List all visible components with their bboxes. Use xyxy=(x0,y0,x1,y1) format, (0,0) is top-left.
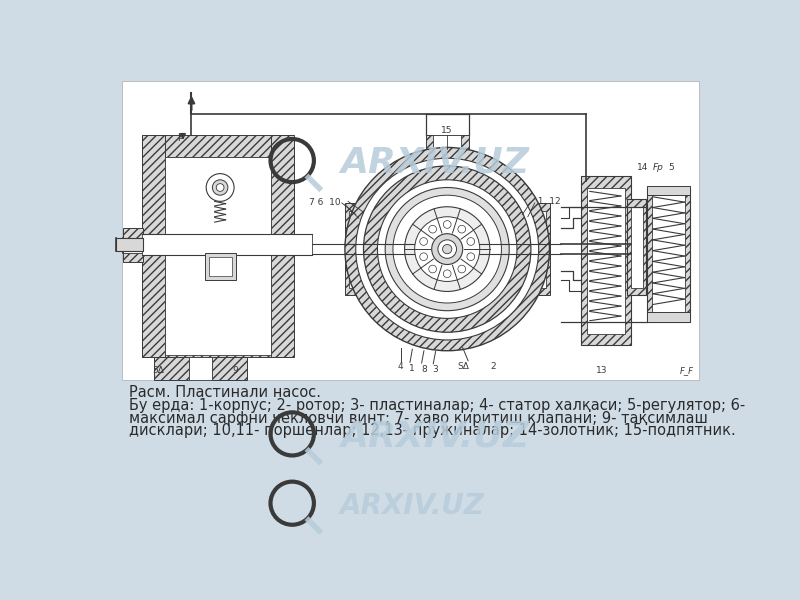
Text: 1: 1 xyxy=(410,364,415,373)
Text: 14: 14 xyxy=(637,163,648,172)
Bar xyxy=(123,229,142,238)
Text: 3: 3 xyxy=(433,365,438,374)
Circle shape xyxy=(420,253,427,260)
Text: SΔ: SΔ xyxy=(458,362,470,371)
Bar xyxy=(434,135,461,160)
Bar xyxy=(142,135,293,157)
Circle shape xyxy=(414,217,480,281)
Bar xyxy=(205,253,236,280)
Circle shape xyxy=(345,148,550,351)
Bar xyxy=(142,334,293,357)
Text: 13: 13 xyxy=(596,366,607,375)
Text: максимал сарфни чекловчи винт; 7- хаво киритиш клапани; 9- тақсимлаш: максимал сарфни чекловчи винт; 7- хаво к… xyxy=(130,411,708,426)
Circle shape xyxy=(467,253,474,260)
Text: ARXIV.UZ: ARXIV.UZ xyxy=(340,146,530,180)
Text: ARXIV.UZ: ARXIV.UZ xyxy=(340,491,485,520)
Bar xyxy=(627,199,646,295)
Bar xyxy=(349,211,368,287)
Text: дисклари; 10,11- поршенлар; 12,13- пружиналар; 14-золотник; 15-подпятник.: дисклари; 10,11- поршенлар; 12,13- пружи… xyxy=(130,423,736,438)
Bar xyxy=(586,187,625,334)
Circle shape xyxy=(420,238,427,245)
Text: Бу ерда: 1-корпус; 2- ротор; 3- пластиналар; 4- статор халқаси; 5-регулятор; 6-: Бу ерда: 1-корпус; 2- ротор; 3- пластина… xyxy=(130,398,746,413)
Bar xyxy=(345,203,372,295)
Text: ARXIV.UZ: ARXIV.UZ xyxy=(340,419,530,453)
Bar xyxy=(189,357,212,380)
Text: 11  12: 11 12 xyxy=(532,197,560,206)
Circle shape xyxy=(356,158,538,340)
Bar xyxy=(527,211,546,287)
Bar xyxy=(270,135,294,357)
Text: 7 6  10: 7 6 10 xyxy=(309,199,340,208)
Bar xyxy=(426,135,469,160)
Circle shape xyxy=(429,265,437,273)
Text: 5: 5 xyxy=(668,163,674,172)
Text: 15: 15 xyxy=(442,126,453,135)
Circle shape xyxy=(206,173,234,202)
Circle shape xyxy=(458,226,466,233)
Text: 5Δ: 5Δ xyxy=(152,366,164,375)
Bar xyxy=(212,357,247,380)
Circle shape xyxy=(386,187,509,311)
Bar xyxy=(523,203,550,295)
Bar xyxy=(647,186,690,195)
Circle shape xyxy=(393,195,502,303)
Bar xyxy=(123,238,142,253)
Bar xyxy=(631,207,642,287)
Circle shape xyxy=(443,270,451,278)
Text: 2: 2 xyxy=(490,362,496,371)
Circle shape xyxy=(429,226,437,233)
Circle shape xyxy=(216,184,224,191)
Bar xyxy=(652,195,685,314)
Bar xyxy=(209,257,232,276)
Text: Расм. Пластинали насос.: Расм. Пластинали насос. xyxy=(130,385,322,400)
Bar xyxy=(142,135,165,357)
Bar xyxy=(581,176,631,346)
Circle shape xyxy=(443,221,451,229)
Circle shape xyxy=(442,244,452,254)
Bar xyxy=(115,238,142,251)
Circle shape xyxy=(432,234,462,265)
Bar xyxy=(142,234,312,255)
Circle shape xyxy=(212,180,228,195)
Bar xyxy=(165,157,270,355)
Text: F_F: F_F xyxy=(680,366,694,375)
Text: Fp: Fp xyxy=(653,163,663,172)
Bar xyxy=(647,187,690,322)
Circle shape xyxy=(363,166,531,332)
Text: 8: 8 xyxy=(421,365,427,374)
Circle shape xyxy=(378,180,517,319)
Bar xyxy=(154,357,189,380)
Bar xyxy=(123,253,142,262)
Text: 4: 4 xyxy=(398,362,403,371)
Bar xyxy=(647,312,690,322)
Circle shape xyxy=(458,265,466,273)
Circle shape xyxy=(467,238,474,245)
Text: p: p xyxy=(177,131,183,141)
Bar xyxy=(122,81,699,380)
Circle shape xyxy=(405,207,490,292)
Circle shape xyxy=(438,240,457,259)
Text: 9: 9 xyxy=(233,366,238,375)
